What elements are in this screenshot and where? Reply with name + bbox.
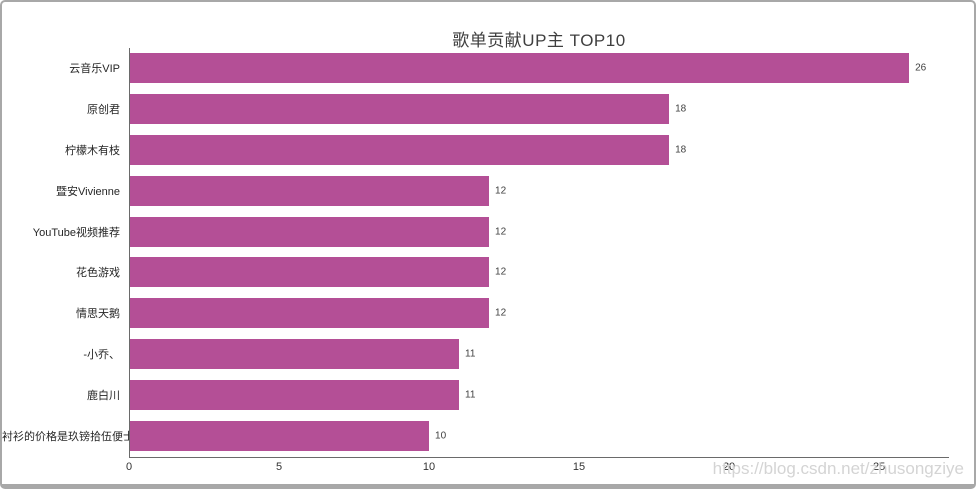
y-axis-line [129,48,130,457]
x-tick-label: 15 [572,461,586,473]
value-label: 12 [495,226,507,238]
bar [129,379,460,410]
bar [129,53,910,84]
value-label: 12 [495,266,507,278]
table-row: 鹿白川 11 [2,374,949,415]
value-label: 26 [915,62,927,74]
x-tick-label: 20 [722,461,736,473]
table-row: -小乔、 11 [2,334,949,375]
value-label: 11 [465,348,476,360]
table-row: 情思天鹅 12 [2,293,949,334]
category-label: 原创君 [87,104,120,117]
table-row: YouTube视频推荐 12 [2,211,949,252]
bar [129,338,460,369]
bar-track: 12 [129,298,949,329]
table-row: 云音乐VIP 26 [2,48,949,89]
table-row: 衬衫的价格是玖镑拾伍便士 10 [2,415,949,456]
bar-track: 10 [129,420,949,451]
category-label: 柠檬木有枝 [65,144,120,157]
table-row: 柠檬木有枝 18 [2,130,949,171]
bar-track: 11 [129,379,949,410]
bar [129,175,490,206]
bar [129,94,670,125]
value-label: 12 [495,307,507,319]
bar [129,216,490,247]
bar-track: 18 [129,134,949,165]
x-tick-label: 10 [422,461,436,473]
x-tick-label: 25 [872,461,886,473]
category-label: YouTube视频推荐 [32,226,120,239]
category-label: 情思天鹅 [76,308,120,321]
category-label: 云音乐VIP [69,63,120,76]
category-label: -小乔、 [83,348,120,361]
table-row: 暨安Vivienne 12 [2,170,949,211]
bar-track: 18 [129,94,949,125]
value-label: 11 [465,389,476,401]
bar [129,257,490,288]
category-label: 鹿白川 [87,389,120,402]
bar [129,420,430,451]
value-label: 18 [675,144,687,156]
watermark: https://blog.csdn.net/zhusongziye [712,459,964,478]
x-tick-label: 0 [125,461,133,473]
bar [129,298,490,329]
chart-title: 歌单贡献UP主 TOP10 [452,31,626,50]
bar-track: 12 [129,175,949,206]
table-row: 原创君 18 [2,89,949,130]
category-label: 衬衫的价格是玖镑拾伍便士 [2,430,129,443]
value-label: 10 [435,430,447,442]
bar-track: 11 [129,338,949,369]
bar-track: 12 [129,257,949,288]
table-row: 花色游戏 12 [2,252,949,293]
bar-rows: 云音乐VIP 26 原创君 18 柠檬木有枝 18 暨安Vivienne 12 YouTube视… [2,48,949,456]
bar-track: 12 [129,216,949,247]
value-label: 12 [495,185,507,197]
category-label: 花色游戏 [76,267,120,280]
value-label: 18 [675,103,687,115]
category-label: 暨安Vivienne [56,185,120,198]
bar-track: 26 [129,53,949,84]
x-tick-label: 5 [275,461,283,473]
bar [129,134,670,165]
x-axis-line [129,457,949,458]
